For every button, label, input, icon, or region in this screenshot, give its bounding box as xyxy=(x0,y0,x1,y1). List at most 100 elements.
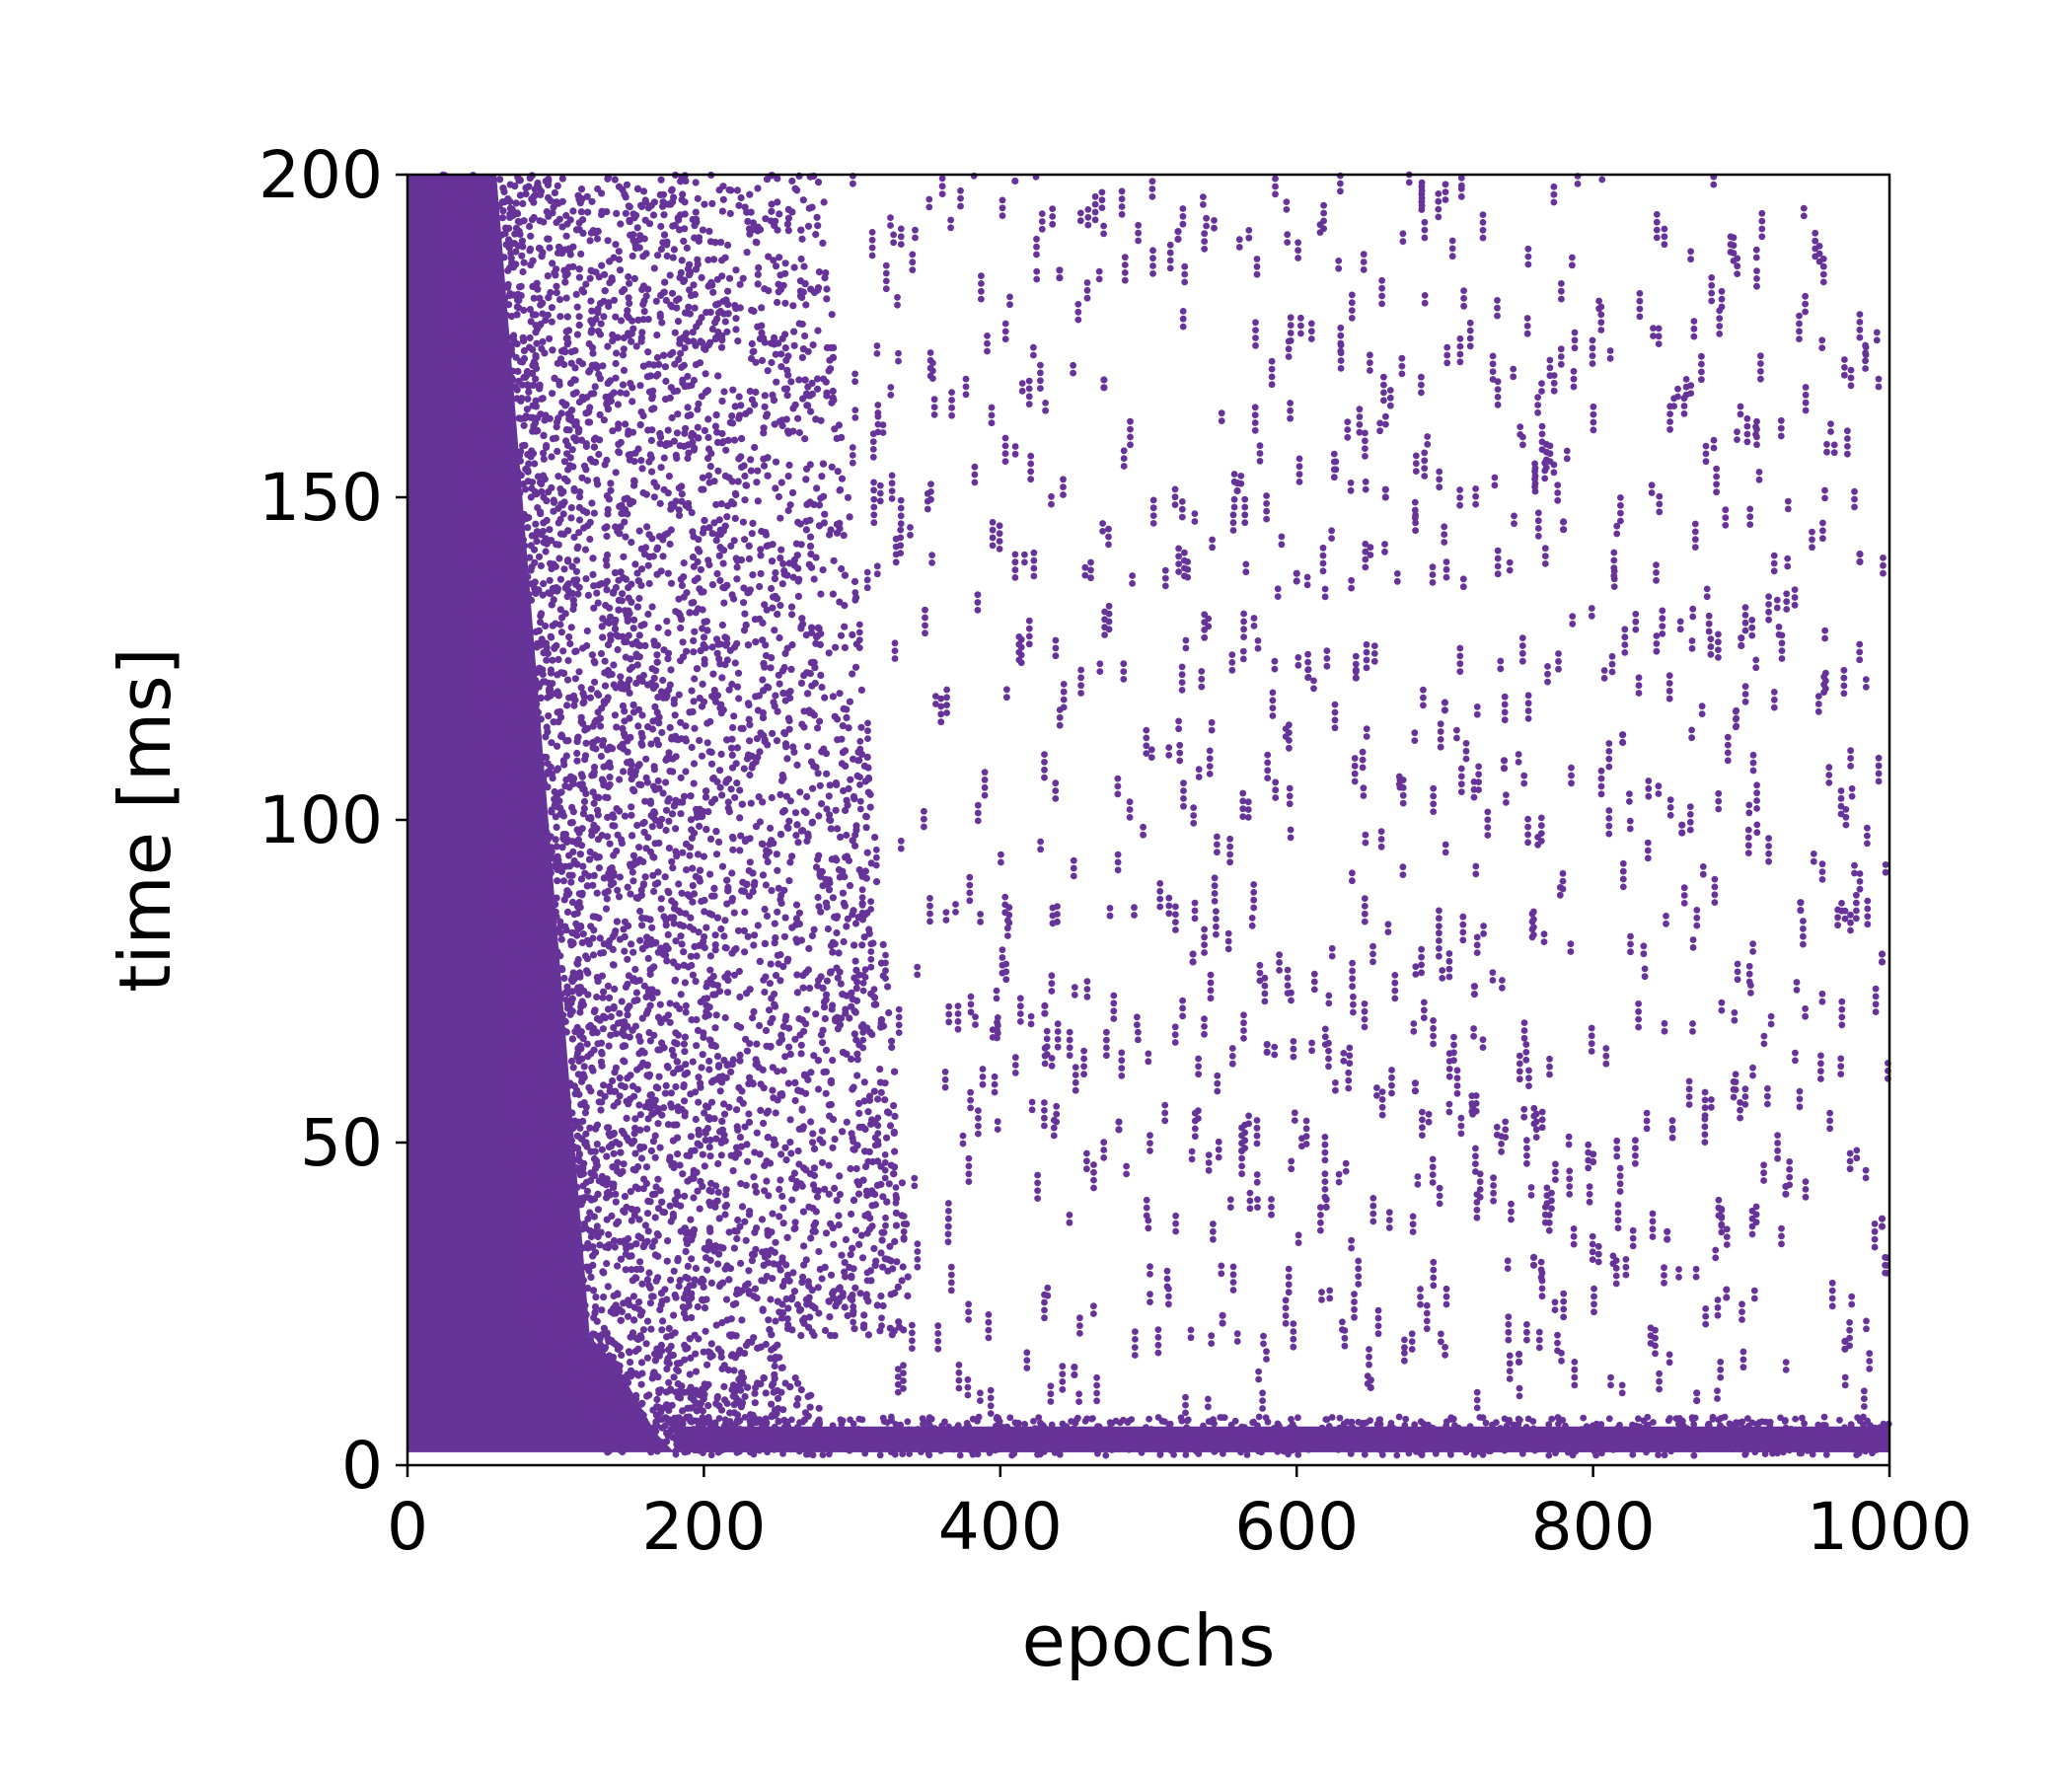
data-point xyxy=(681,1192,689,1200)
data-point xyxy=(734,1216,742,1224)
data-point xyxy=(715,988,724,996)
data-point xyxy=(624,748,631,756)
data-point xyxy=(701,426,709,434)
data-point xyxy=(590,1007,599,1015)
data-point xyxy=(699,680,706,689)
data-point xyxy=(636,936,644,944)
data-point xyxy=(761,392,769,400)
data-point xyxy=(580,1063,588,1071)
data-point xyxy=(807,1118,815,1126)
data-point xyxy=(719,195,727,203)
data-point xyxy=(890,1102,898,1110)
data-point xyxy=(624,1312,632,1320)
data-point xyxy=(615,248,623,256)
data-point xyxy=(665,817,673,825)
data-point xyxy=(706,835,715,844)
data-point xyxy=(802,526,811,534)
data-point xyxy=(584,969,592,977)
data-point xyxy=(772,568,779,577)
data-point xyxy=(561,271,569,279)
data-point xyxy=(701,1304,709,1312)
data-point xyxy=(771,990,778,999)
data-point xyxy=(547,666,555,674)
data-point xyxy=(651,1214,659,1221)
data-point xyxy=(689,882,697,890)
data-point xyxy=(520,421,528,429)
data-point xyxy=(576,1042,584,1050)
data-point xyxy=(839,722,847,730)
data-point xyxy=(625,584,632,592)
data-point xyxy=(833,928,841,937)
data-point xyxy=(637,408,645,416)
data-point xyxy=(668,810,677,818)
data-point xyxy=(546,244,554,252)
data-point xyxy=(688,1313,696,1322)
data-point xyxy=(676,798,684,806)
data-point xyxy=(639,880,648,888)
data-point xyxy=(777,514,784,522)
data-point xyxy=(569,207,577,215)
data-point xyxy=(628,1217,635,1224)
data-point xyxy=(633,569,641,577)
data-point xyxy=(874,1095,882,1103)
data-point xyxy=(573,331,582,338)
data-point xyxy=(654,1013,663,1021)
data-point xyxy=(656,440,664,448)
data-point xyxy=(531,693,539,701)
data-point xyxy=(644,561,652,569)
data-point xyxy=(587,1169,596,1177)
data-point xyxy=(616,449,624,457)
data-point xyxy=(662,922,670,929)
data-point xyxy=(666,1153,674,1161)
data-point xyxy=(733,1123,741,1131)
data-point xyxy=(521,603,529,611)
data-point xyxy=(458,195,466,203)
data-point xyxy=(854,1099,863,1108)
data-point xyxy=(724,989,732,997)
data-point xyxy=(624,1011,631,1019)
data-point xyxy=(688,1255,696,1263)
data-point xyxy=(539,794,547,802)
data-point xyxy=(784,1079,792,1087)
data-point xyxy=(737,453,745,461)
data-point xyxy=(587,317,595,325)
data-point xyxy=(475,258,482,265)
data-point xyxy=(690,760,699,768)
data-point xyxy=(735,695,743,703)
data-point xyxy=(549,656,556,664)
data-point xyxy=(748,1257,757,1265)
data-point xyxy=(522,190,530,198)
data-point xyxy=(734,337,742,345)
data-point xyxy=(866,803,874,811)
data-point xyxy=(613,209,621,217)
data-point xyxy=(727,1068,735,1075)
data-point xyxy=(686,851,694,859)
data-point xyxy=(634,722,642,730)
data-point xyxy=(851,957,859,965)
data-point xyxy=(855,1109,863,1117)
data-point xyxy=(836,690,844,698)
data-point xyxy=(769,1086,777,1094)
data-point xyxy=(803,792,811,801)
data-point xyxy=(631,560,639,568)
data-point xyxy=(818,1275,826,1283)
data-point xyxy=(597,649,606,658)
data-point xyxy=(870,1244,878,1252)
data-point xyxy=(619,590,627,598)
data-point xyxy=(498,521,506,529)
data-point xyxy=(620,1130,628,1138)
data-point xyxy=(619,351,628,359)
data-point xyxy=(741,536,749,544)
data-point xyxy=(754,280,762,288)
data-point xyxy=(673,1058,681,1066)
data-point xyxy=(762,1026,771,1035)
data-point xyxy=(677,810,685,818)
data-point xyxy=(690,281,698,289)
data-point xyxy=(508,788,516,796)
data-point xyxy=(760,1119,768,1128)
data-point xyxy=(670,1311,678,1319)
data-point xyxy=(732,1299,740,1307)
data-point xyxy=(723,513,731,521)
data-point xyxy=(744,217,752,225)
data-point xyxy=(624,955,631,963)
